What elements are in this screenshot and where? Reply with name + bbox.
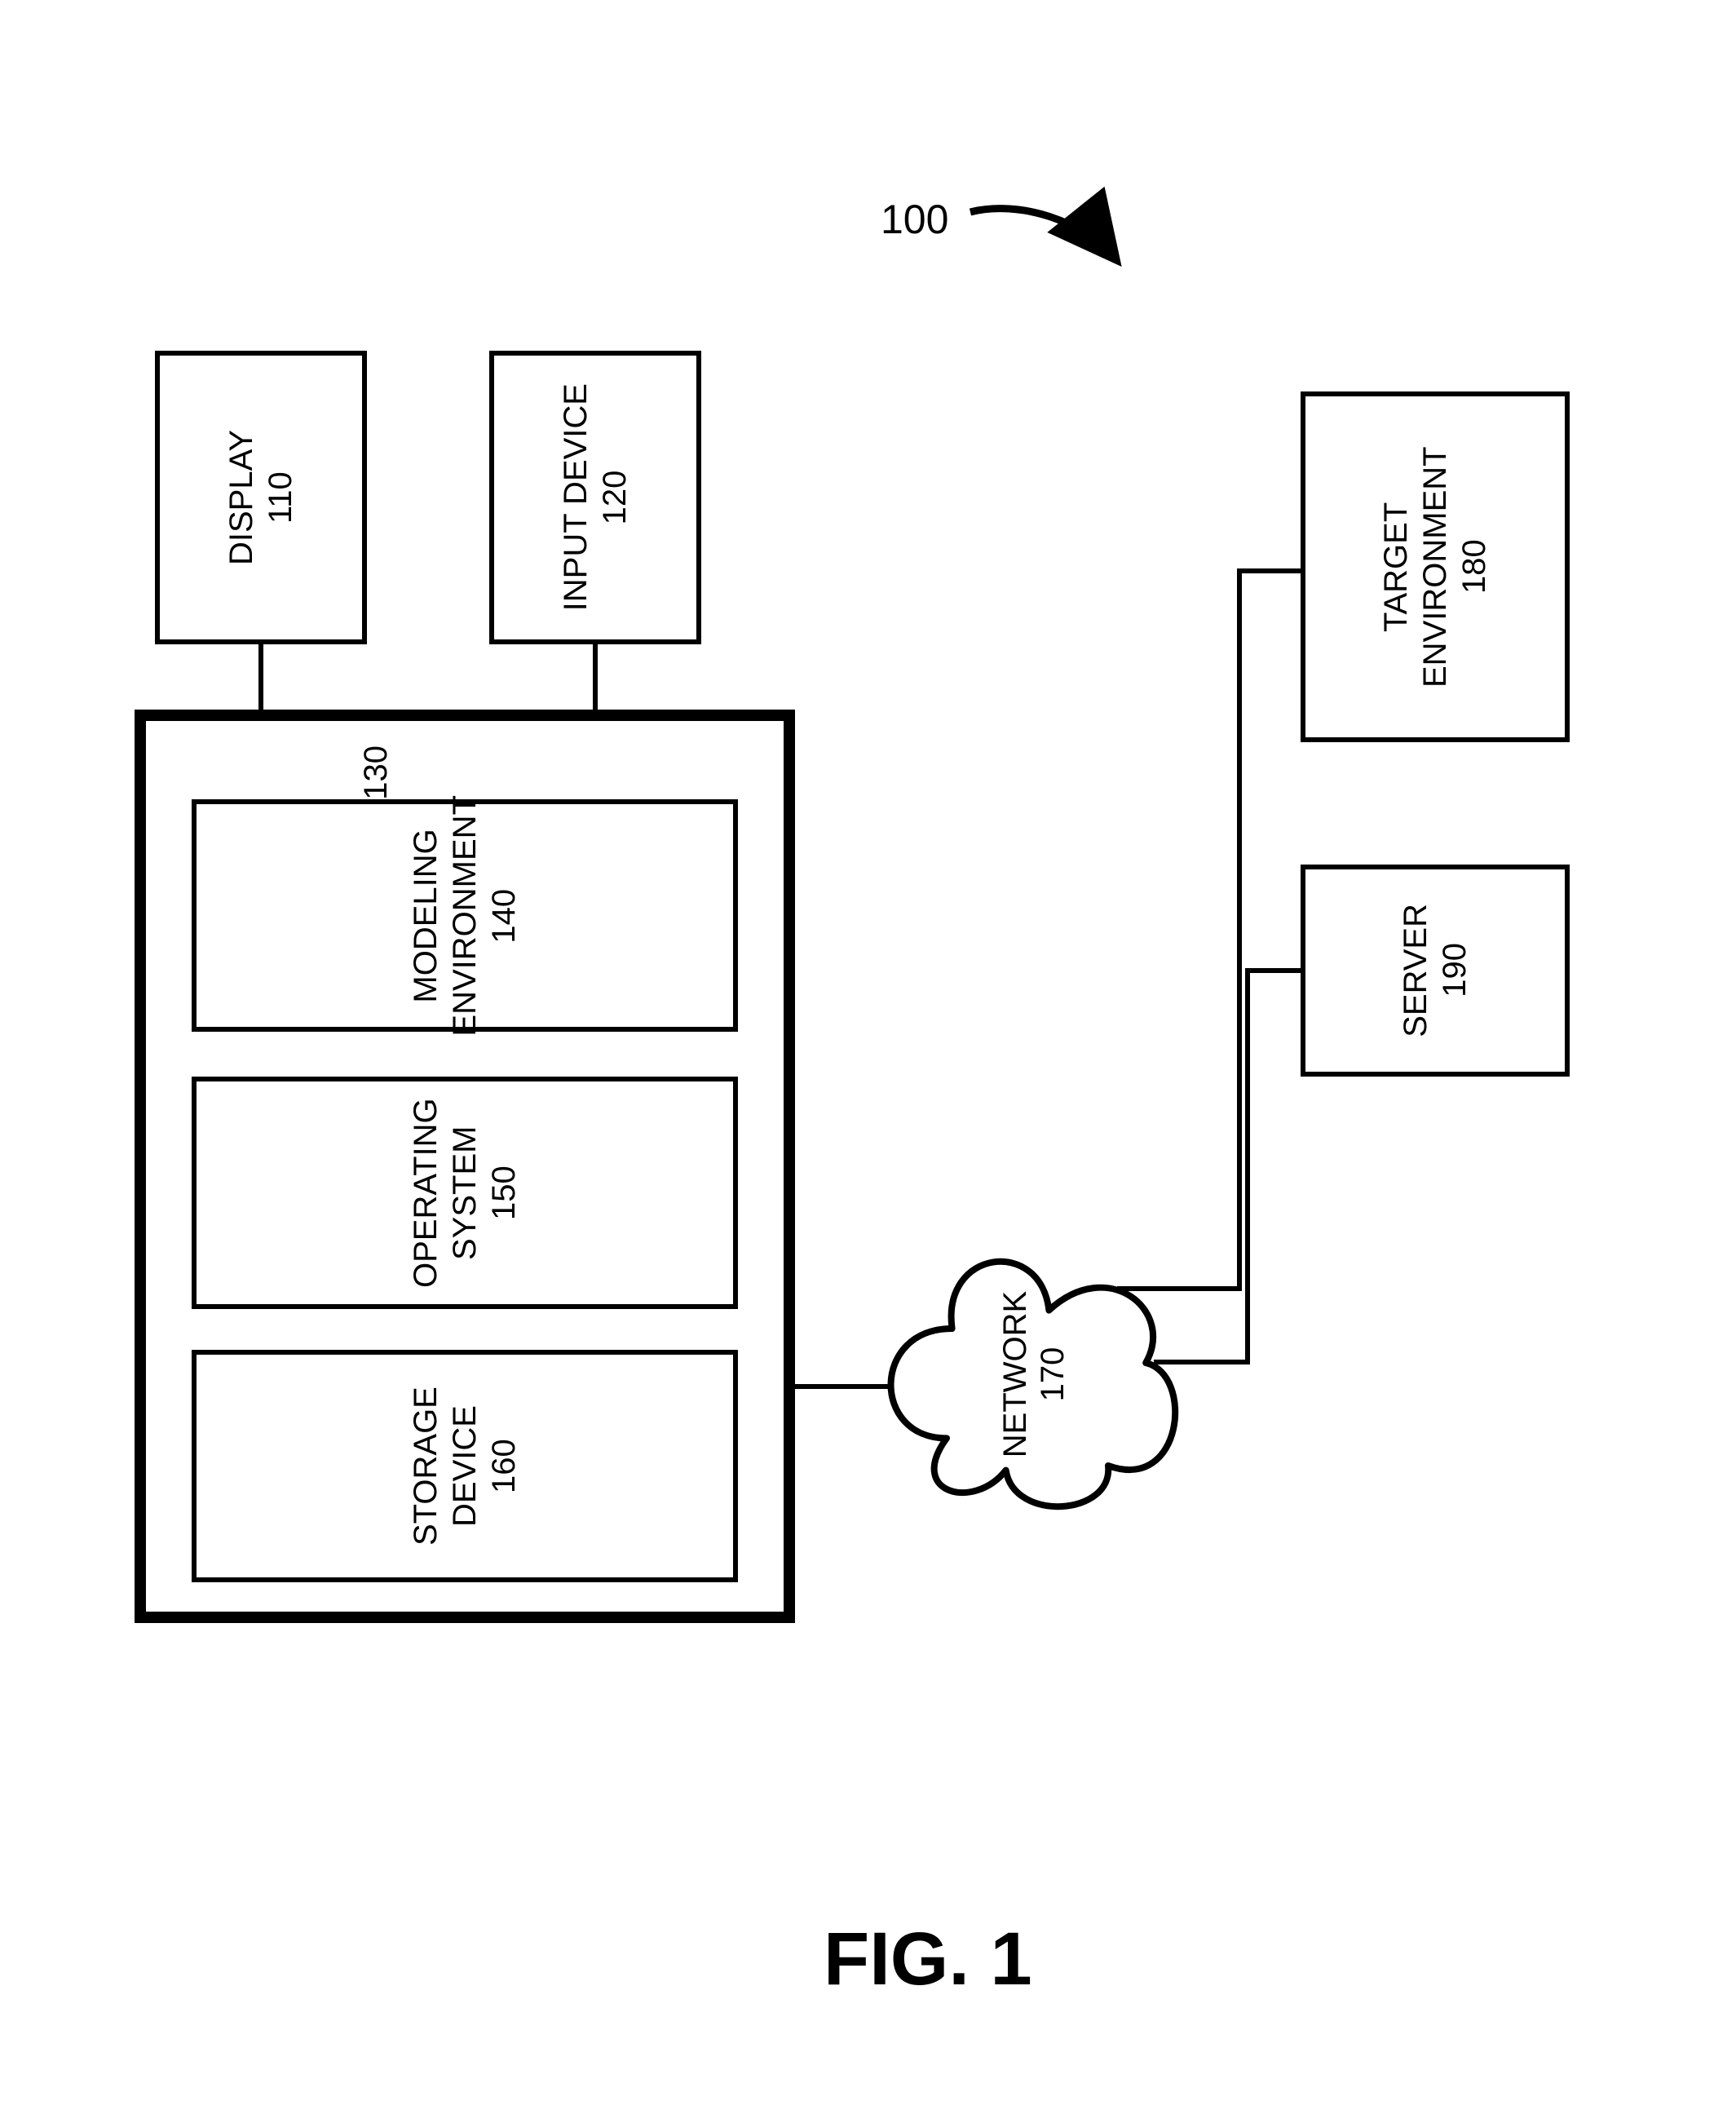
edge-network-target_env (1117, 571, 1301, 1289)
node-operating_system-number: 150 (484, 1081, 523, 1304)
node-target_env: TARGET ENVIRONMENT180 (1301, 391, 1570, 742)
node-server: SERVER190 (1301, 865, 1570, 1077)
ref-arrow (970, 209, 1117, 261)
node-operating_system-label: OPERATING SYSTEM (406, 1081, 484, 1304)
node-storage_device: STORAGE DEVICE160 (192, 1350, 738, 1582)
node-input_device-label: INPUT DEVICE (556, 383, 595, 611)
svg-text:NETWORK: NETWORK (997, 1290, 1033, 1457)
ref-number-100: 100 (881, 196, 948, 243)
node-storage_device-label: STORAGE DEVICE (406, 1355, 484, 1577)
node-target_env-label: TARGET ENVIRONMENT (1376, 396, 1455, 737)
node-display-number: 110 (261, 430, 300, 565)
node-input_device: INPUT DEVICE120 (489, 351, 701, 644)
node-display-label: DISPLAY (222, 430, 261, 565)
node-input_device-number: 120 (595, 383, 634, 611)
node-server-number: 190 (1435, 904, 1474, 1037)
node-target_env-number: 180 (1455, 396, 1494, 737)
node-modeling_env-number: 140 (484, 795, 523, 1037)
node-storage_device-number: 160 (484, 1355, 523, 1577)
svg-text:170: 170 (1035, 1347, 1071, 1402)
node-modeling_env: MODELING ENVIRONMENT140 (192, 799, 738, 1032)
node-modeling_env-label: MODELING ENVIRONMENT (406, 795, 484, 1037)
node-operating_system: OPERATING SYSTEM150 (192, 1077, 738, 1309)
node-display: DISPLAY110 (155, 351, 367, 644)
figure-label: FIG. 1 (824, 1917, 1032, 2002)
edge-network-server (1154, 971, 1301, 1362)
network-cloud: NETWORK170 (891, 1262, 1176, 1506)
node-server-label: SERVER (1396, 904, 1435, 1037)
diagram-stage: 100 FIG. 1 NETWORK170 COMPUTER 130DISPLA… (0, 0, 1736, 2123)
